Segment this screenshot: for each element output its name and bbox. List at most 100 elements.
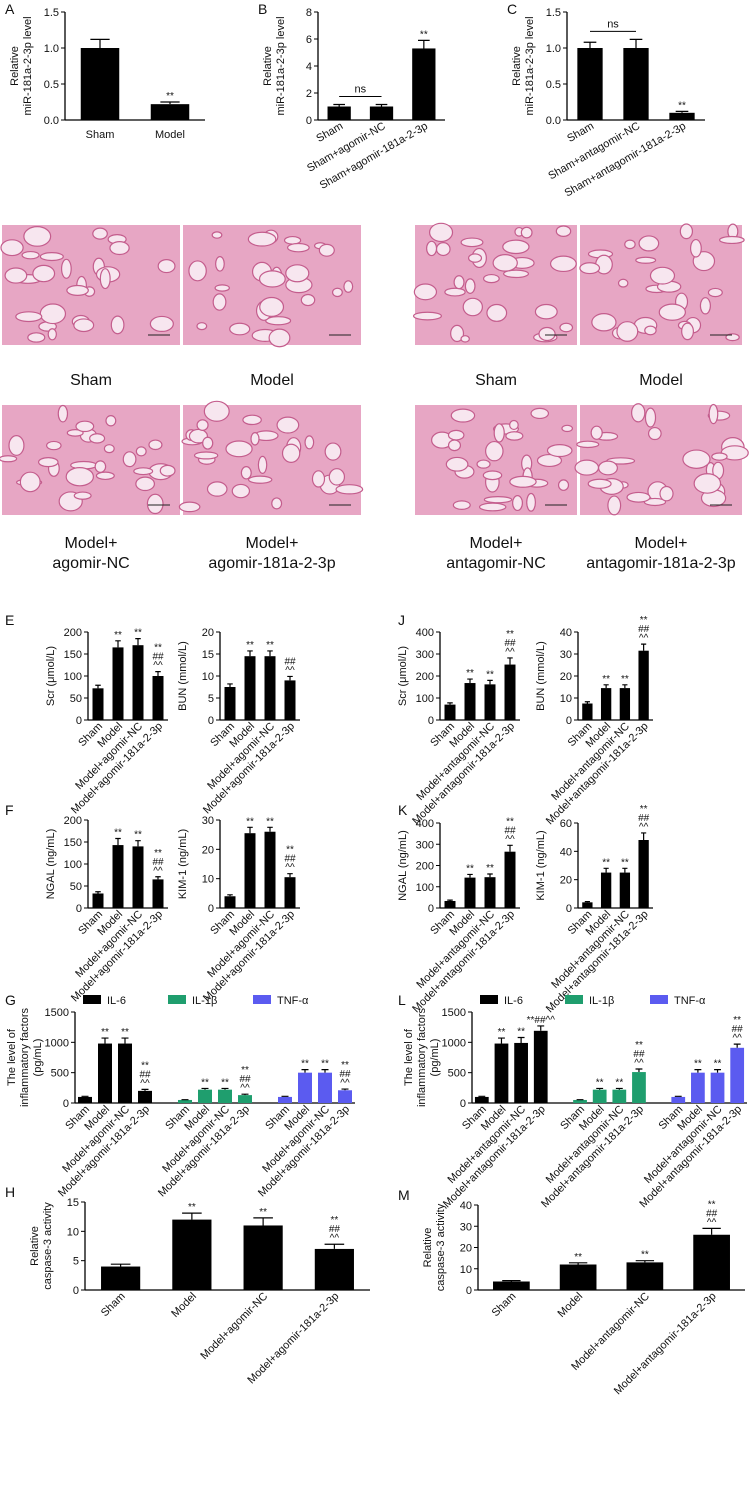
error-bar xyxy=(101,1037,109,1044)
tissue-structure xyxy=(271,497,283,510)
tissue-structure xyxy=(452,500,471,510)
significance-label: ** xyxy=(506,629,514,640)
x-tick-label: Model+antagomir-NC xyxy=(549,720,632,803)
tissue-structure xyxy=(503,269,530,279)
tissue-structure xyxy=(485,440,504,462)
significance-label: ## xyxy=(329,1224,341,1235)
legend-swatch xyxy=(650,995,668,1004)
tissue-structure xyxy=(75,420,95,433)
tissue-structure xyxy=(109,241,130,256)
tissue-structure xyxy=(412,311,442,321)
tissue-structure xyxy=(647,426,662,441)
y-tick-label: 0.5 xyxy=(546,79,561,91)
significance-label: ** xyxy=(201,1077,209,1088)
legend-label: TNF-α xyxy=(277,995,309,1007)
error-bar xyxy=(714,1069,721,1073)
bar xyxy=(582,902,593,908)
tissue-structure xyxy=(66,284,89,296)
tissue-structure xyxy=(215,256,225,272)
bar xyxy=(638,650,649,720)
significance-label: ** xyxy=(466,863,474,874)
tissue-structure xyxy=(559,322,574,333)
tissue-structure xyxy=(229,322,251,336)
tissue-structure xyxy=(450,324,465,343)
bar xyxy=(327,106,351,120)
error-bar xyxy=(287,675,293,681)
y-tick-label: 2 xyxy=(306,88,312,100)
error-bar xyxy=(418,39,430,49)
panel-letter: E xyxy=(5,612,14,628)
error-bar xyxy=(375,103,388,107)
y-tick-label: 10 xyxy=(460,1264,472,1276)
y-axis-label: Relative xyxy=(29,1226,41,1266)
tissue-structure xyxy=(202,436,214,450)
y-axis-label: inflammatory factors xyxy=(19,1007,31,1107)
error-bar xyxy=(287,873,293,878)
tissue-structure xyxy=(286,242,310,253)
significance-label: ^^ xyxy=(732,1033,742,1044)
tissue-structure xyxy=(591,313,617,332)
y-tick-label: 20 xyxy=(460,1243,472,1255)
tissue-structure xyxy=(276,416,300,434)
bar xyxy=(671,1096,686,1103)
y-tick-label: 0 xyxy=(566,715,572,727)
error-bar xyxy=(253,1217,273,1226)
bar xyxy=(693,1234,730,1290)
tissue-structure xyxy=(624,239,636,250)
tissue-structure xyxy=(719,235,745,245)
error-bar xyxy=(155,671,161,676)
error-bar xyxy=(635,1260,655,1263)
significance-label: ^^ xyxy=(505,647,515,658)
significance-label: ** xyxy=(286,845,294,856)
bar xyxy=(474,1096,489,1103)
error-bar xyxy=(227,894,233,897)
bar xyxy=(243,1225,283,1290)
tissue-structure xyxy=(268,328,291,348)
tissue-structure xyxy=(549,255,577,273)
significance-label: ## xyxy=(638,813,650,824)
bar xyxy=(464,877,476,908)
bar xyxy=(314,1248,354,1290)
error-bar xyxy=(447,899,453,901)
error-bar xyxy=(333,103,345,107)
bar xyxy=(112,845,124,908)
bar xyxy=(178,1099,192,1103)
y-tick-label: 1500 xyxy=(45,1007,69,1019)
panel-letter: K xyxy=(398,802,408,818)
tissue-structure xyxy=(468,253,483,263)
significance-label: ** xyxy=(517,1026,525,1037)
tissue-structure xyxy=(631,403,646,423)
tissue-structure xyxy=(73,491,92,500)
y-axis-label: Relative xyxy=(9,46,21,86)
error-bar xyxy=(201,1087,209,1090)
y-tick-label: 300 xyxy=(416,649,434,661)
image-caption: antagomir-181a-2-3p xyxy=(586,555,736,572)
tissue-structure xyxy=(644,407,657,428)
bar xyxy=(152,879,164,908)
tissue-structure xyxy=(413,283,438,301)
error-bar xyxy=(81,1095,89,1097)
tissue-structure xyxy=(211,231,223,239)
significance-label: ** xyxy=(733,1015,741,1026)
bar xyxy=(132,846,144,908)
error-bar xyxy=(110,1263,131,1267)
significance-label: ** xyxy=(615,1077,623,1088)
histology-image xyxy=(415,225,577,345)
bar xyxy=(92,688,104,720)
y-tick-label: 200 xyxy=(64,627,82,639)
tissue-structure xyxy=(450,408,476,423)
tissue-structure xyxy=(638,235,660,252)
error-bar xyxy=(498,1037,505,1044)
significance-label: ** xyxy=(330,1215,338,1226)
tissue-structure xyxy=(0,455,18,463)
tissue-structure xyxy=(579,262,601,275)
tissue-structure xyxy=(644,325,657,336)
y-tick-label: 20 xyxy=(560,875,572,887)
significance-label: ^^ xyxy=(285,863,295,874)
tissue-structure xyxy=(240,466,252,480)
tissue-structure xyxy=(659,485,674,502)
error-bar xyxy=(674,1095,682,1097)
tissue-structure xyxy=(32,264,56,283)
bar xyxy=(464,683,476,720)
y-axis-label: (pg/mL) xyxy=(429,1039,441,1077)
